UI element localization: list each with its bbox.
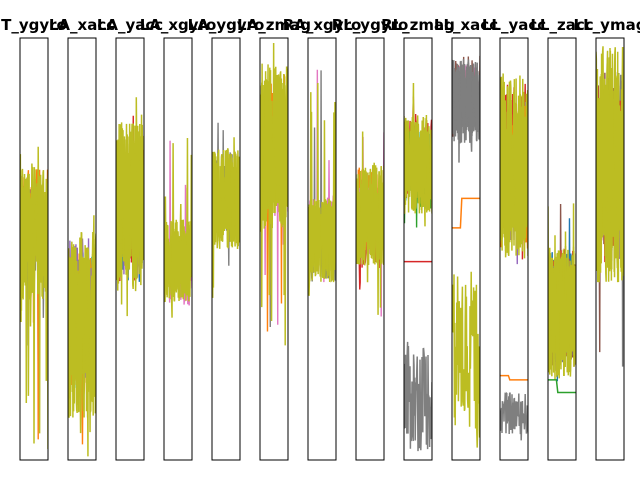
panel-9-title: RL_zmag bbox=[381, 16, 455, 34]
panel-5-dominant-line bbox=[212, 137, 240, 288]
panel-12-title: LL_zacc bbox=[530, 16, 593, 34]
panel-11-step-line bbox=[500, 374, 528, 381]
panels-group: T_ygyroLA_xaccLA_yaccLA_xgyroLA_ygyroLA_… bbox=[1, 16, 640, 461]
panel-1-plot-area bbox=[20, 146, 48, 450]
panel-9-dominant-line bbox=[404, 117, 432, 214]
panel-9-frame bbox=[403, 37, 433, 461]
panel-11-title: LL_yacc bbox=[482, 16, 546, 34]
panel-8: RL_ygyro bbox=[332, 16, 409, 461]
panel-6-plot-area bbox=[260, 43, 288, 346]
panel-6-frame bbox=[259, 37, 289, 461]
panel-7: RA_xgyro bbox=[283, 16, 362, 461]
panel-5-frame bbox=[211, 37, 241, 461]
panel-10-lower-band-line bbox=[452, 271, 480, 448]
panel-12-step-line bbox=[548, 379, 576, 394]
panel-10: LL_xacc bbox=[434, 16, 498, 461]
panel-8-frame bbox=[355, 37, 385, 461]
panel-10-step-line bbox=[452, 197, 480, 229]
panel-12-plot-area bbox=[548, 203, 576, 394]
panel-12-dominant-line bbox=[548, 206, 576, 377]
panel-5-title: LA_ygyro bbox=[188, 16, 265, 34]
panel-2: LA_xacc bbox=[49, 16, 115, 461]
panel-4-plot-area bbox=[164, 138, 192, 318]
panel-3-frame bbox=[115, 37, 145, 461]
panel-1-dominant-line bbox=[20, 174, 48, 434]
panel-10-dominant-line bbox=[452, 59, 480, 152]
panel-9-lower-band-line bbox=[404, 341, 432, 452]
panel-11-lower-band-line bbox=[500, 391, 528, 441]
panel-3-plot-area bbox=[116, 97, 144, 317]
panel-4-frame bbox=[163, 37, 193, 461]
panel-11: LL_yacc bbox=[482, 16, 546, 461]
panel-5-plot-area bbox=[212, 122, 240, 298]
panel-9-plot-area bbox=[404, 83, 432, 452]
panel-11-dominant-line bbox=[500, 76, 528, 259]
panel-10-title: LL_xacc bbox=[434, 16, 498, 34]
panel-1-title: T_ygyro bbox=[1, 16, 67, 34]
panel-8-title: RL_ygyro bbox=[332, 16, 409, 34]
panel-6-title: LA_zmag bbox=[237, 16, 311, 34]
panel-12: LL_zacc bbox=[530, 16, 594, 461]
panel-1: T_ygyro bbox=[1, 16, 67, 461]
panel-13: LL_ymag bbox=[574, 16, 640, 461]
panel-13-title: LL_ymag bbox=[574, 16, 640, 34]
panel-3-dominant-line bbox=[116, 114, 144, 291]
panel-2-title: LA_xacc bbox=[49, 16, 115, 34]
panel-6: LA_zmag bbox=[237, 16, 311, 461]
panel-13-plot-area bbox=[596, 46, 624, 367]
panel-2-plot-area bbox=[68, 215, 96, 457]
panel-10-plot-area bbox=[452, 55, 480, 448]
panel-5: LA_ygyro bbox=[188, 16, 265, 461]
panel-4-dominant-line bbox=[164, 154, 192, 318]
panel-11-frame bbox=[499, 37, 529, 461]
panel-10-frame bbox=[451, 37, 481, 461]
panel-4: LA_xgyro bbox=[140, 16, 217, 461]
panel-9: RL_zmag bbox=[381, 16, 455, 461]
panel-7-plot-area bbox=[308, 69, 336, 296]
panel-1-frame bbox=[19, 37, 49, 461]
panel-2-frame bbox=[67, 37, 97, 461]
panel-3: LA_yacc bbox=[97, 16, 163, 461]
panel-7-dominant-line bbox=[308, 82, 336, 296]
panel-8-dominant-line bbox=[356, 166, 384, 266]
panel-12-frame bbox=[547, 37, 577, 461]
panel-4-title: LA_xgyro bbox=[140, 16, 217, 34]
panel-11-plot-area bbox=[500, 73, 528, 441]
panel-13-dominant-line bbox=[596, 47, 624, 283]
panel-6-dominant-line bbox=[260, 43, 288, 232]
panel-3-title: LA_yacc bbox=[97, 16, 163, 34]
panel-7-title: RA_xgyro bbox=[283, 16, 362, 34]
panel-7-frame bbox=[307, 37, 337, 461]
panel-13-frame bbox=[595, 37, 625, 461]
panel-2-dominant-line bbox=[68, 215, 96, 457]
panel-8-plot-area bbox=[356, 131, 384, 317]
